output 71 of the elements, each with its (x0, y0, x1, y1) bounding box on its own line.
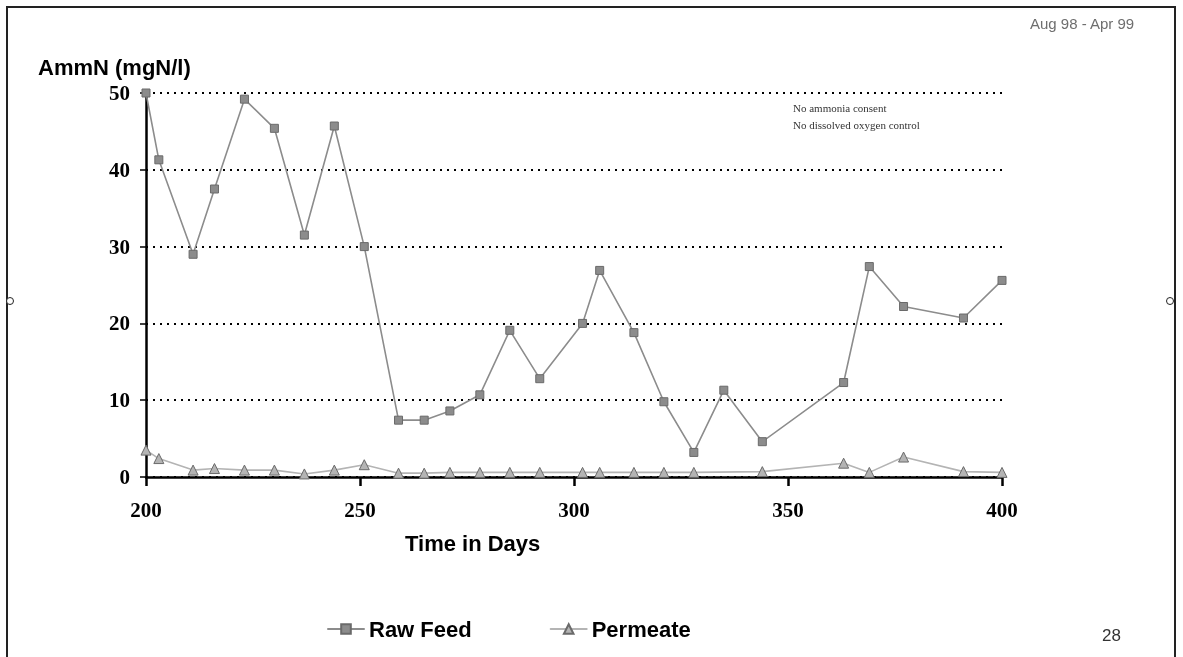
x-tick-label: 250 (344, 497, 376, 522)
point (154, 155, 164, 165)
point (838, 457, 850, 469)
point (298, 468, 310, 480)
point (534, 466, 546, 478)
point (299, 230, 309, 240)
point (898, 451, 910, 463)
point (594, 466, 606, 478)
text: Aug 98 - Apr 99 (1029, 15, 1135, 32)
annotation: No ammonia consent (793, 101, 887, 114)
point (756, 466, 768, 478)
point (393, 467, 405, 479)
point (839, 378, 849, 388)
point (187, 464, 199, 476)
legend-label: Raw Feed (369, 616, 472, 642)
point (899, 302, 909, 311)
point (628, 466, 640, 478)
point (577, 466, 589, 478)
x-tick-label: 350 (772, 497, 804, 522)
point (505, 325, 515, 335)
point (757, 437, 767, 447)
point (958, 313, 968, 323)
point (358, 459, 370, 471)
point (268, 464, 280, 476)
x-axis-title: Time in Days (405, 530, 541, 556)
legend-label: Permeate (591, 616, 691, 642)
y-tick-label: 50 (109, 81, 130, 105)
text: 28 (1102, 626, 1122, 645)
point (153, 453, 165, 465)
point (595, 265, 605, 275)
point (208, 463, 220, 475)
point (629, 328, 639, 338)
point (863, 466, 875, 478)
y-tick-label: 10 (109, 388, 130, 413)
point (658, 466, 670, 478)
point (418, 467, 430, 479)
point (359, 242, 369, 252)
point (688, 466, 700, 478)
point (140, 444, 152, 456)
point (689, 447, 699, 457)
point (209, 184, 219, 194)
point (864, 262, 874, 272)
point (328, 464, 340, 476)
x-tick-label: 400 (986, 497, 1018, 522)
point (269, 123, 279, 133)
x-tick-label: 300 (558, 497, 590, 522)
point (474, 466, 486, 478)
point (504, 466, 516, 478)
point (578, 318, 588, 328)
point (659, 397, 669, 407)
annotation: No dissolved oxygen control (793, 118, 920, 131)
point (239, 94, 249, 104)
y-axis-title: AmmN (mgN/l) (38, 54, 191, 80)
point (445, 406, 455, 416)
point (444, 466, 456, 478)
point (419, 415, 429, 425)
point (996, 466, 1008, 478)
point (329, 121, 339, 131)
point (188, 249, 198, 259)
point (475, 390, 485, 400)
point (535, 374, 545, 384)
point (957, 466, 969, 478)
y-tick-label: 40 (109, 157, 130, 182)
y-tick-label: 30 (109, 234, 130, 259)
y-tick-label: 20 (109, 311, 130, 336)
point (719, 385, 729, 395)
x-tick-label: 200 (130, 497, 162, 522)
point (997, 275, 1007, 285)
y-tick-label: 0 (119, 465, 130, 489)
point (238, 464, 250, 476)
point (394, 415, 404, 425)
